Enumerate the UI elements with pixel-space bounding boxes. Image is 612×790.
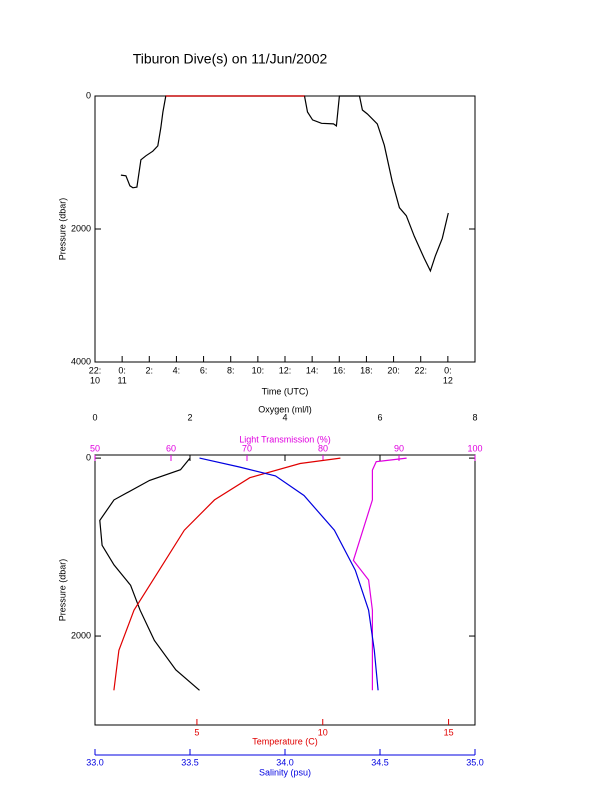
x-tick-label: 0 bbox=[92, 412, 97, 422]
x-tick-label: 18: bbox=[360, 365, 373, 375]
x-date-label: 10 bbox=[90, 375, 100, 385]
x-tick-label: 14: bbox=[306, 365, 319, 375]
profile-line bbox=[199, 457, 379, 691]
x-tick-label: 8 bbox=[472, 412, 477, 422]
x-date-label: 11 bbox=[117, 375, 126, 385]
x-tick-label: 4 bbox=[282, 412, 287, 422]
x-tick-label: 6 bbox=[377, 412, 382, 422]
x-tick-label: 10 bbox=[318, 727, 328, 737]
x-axis-label: Oxygen (ml/l) bbox=[258, 404, 312, 414]
x-tick-label: 22: bbox=[89, 365, 102, 375]
y-tick-label: 0 bbox=[86, 452, 91, 462]
x-axis-label: Time (UTC) bbox=[262, 386, 309, 396]
x-axis-label: Salinity (psu) bbox=[259, 767, 311, 777]
x-tick-label: 60 bbox=[166, 443, 176, 453]
x-tick-label: 10: bbox=[252, 365, 265, 375]
y-axis-label: Pressure (dbar) bbox=[57, 198, 67, 261]
x-tick-label: 2: bbox=[146, 365, 154, 375]
x-tick-label: 35.0 bbox=[466, 757, 484, 767]
x-tick-label: 5 bbox=[194, 727, 199, 737]
x-tick-label: 0: bbox=[118, 365, 126, 375]
x-tick-label: 80 bbox=[318, 443, 328, 453]
profile-line bbox=[352, 457, 407, 691]
x-tick-label: 2 bbox=[187, 412, 192, 422]
x-axis-label: Temperature (C) bbox=[252, 736, 318, 746]
y-tick-label: 2000 bbox=[71, 630, 91, 640]
x-tick-label: 33.5 bbox=[181, 757, 199, 767]
x-date-label: 12 bbox=[443, 375, 453, 385]
y-tick-label: 0 bbox=[86, 90, 91, 100]
plot-frame bbox=[94, 454, 476, 726]
x-tick-label: 100 bbox=[467, 443, 482, 453]
x-tick-label: 16: bbox=[333, 365, 346, 375]
x-tick-label: 22: bbox=[414, 365, 427, 375]
y-axis-label: Pressure (dbar) bbox=[57, 559, 67, 622]
x-tick-label: 8: bbox=[227, 365, 235, 375]
chart-title: Tiburon Dive(s) on 11/Jun/2002 bbox=[133, 51, 328, 67]
dive-line bbox=[120, 95, 449, 273]
x-tick-label: 34.0 bbox=[276, 757, 294, 767]
x-tick-label: 20: bbox=[387, 365, 400, 375]
x-tick-label: 50 bbox=[90, 443, 100, 453]
profile-line bbox=[113, 457, 341, 691]
x-tick-label: 12: bbox=[279, 365, 292, 375]
plot-frame bbox=[94, 95, 476, 363]
x-tick-label: 15 bbox=[444, 727, 454, 737]
x-axis-label: Light Transmission (%) bbox=[239, 434, 331, 444]
x-tick-label: 4: bbox=[173, 365, 181, 375]
y-tick-label: 2000 bbox=[71, 223, 91, 233]
x-tick-label: 34.5 bbox=[371, 757, 389, 767]
x-tick-label: 6: bbox=[200, 365, 208, 375]
x-tick-label: 90 bbox=[394, 443, 404, 453]
profile-line bbox=[99, 457, 200, 691]
x-tick-label: 0: bbox=[444, 365, 452, 375]
x-tick-label: 70 bbox=[242, 443, 252, 453]
x-tick-label: 33.0 bbox=[86, 757, 104, 767]
y-tick-label: 4000 bbox=[71, 356, 91, 366]
